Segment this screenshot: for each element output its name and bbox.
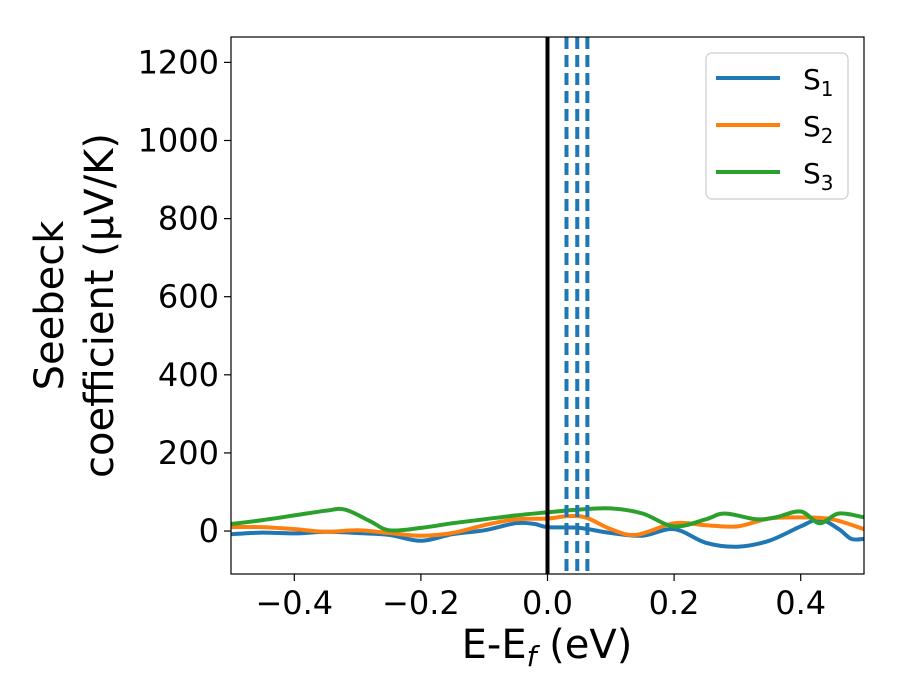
axes: −0.4 −0.2 0.0 0.2 0.4 0 200 400 600 800 1000 1200 (138, 43, 827, 622)
x-axis-label: E-Ef (eV) (462, 622, 633, 673)
x-tick-label: 0.0 (522, 584, 573, 622)
y-tick-label: 0 (199, 512, 219, 550)
y-tick-label: 200 (158, 434, 219, 472)
y-tick-label: 400 (158, 356, 219, 394)
series-line-s3 (231, 506, 864, 533)
legend-label-s3: S3 (803, 157, 834, 195)
legend-label-s1: S1 (803, 63, 834, 101)
y-axis-label: Seebeck coefficient (μV/K) (27, 133, 123, 478)
y-axis-label-line-1: Seebeck (27, 220, 73, 391)
x-tick-label: 0.2 (649, 584, 700, 622)
y-tick-label: 1000 (138, 121, 219, 159)
series-line-s2 (231, 513, 864, 538)
x-tick-label: 0.4 (775, 584, 826, 622)
y-tick-label: 1200 (138, 43, 219, 81)
plot-area (231, 37, 864, 574)
y-tick-label: 600 (158, 278, 219, 316)
legend-label-s2: S2 (803, 110, 834, 148)
y-tick-label: 800 (158, 200, 219, 238)
legend: S1 S2 S3 (705, 52, 849, 200)
series-line-s1 (231, 517, 864, 549)
y-axis-label-line-2: coefficient (μV/K) (77, 133, 123, 478)
x-tick-label: −0.2 (382, 584, 460, 622)
x-tick-label: −0.4 (255, 584, 333, 622)
